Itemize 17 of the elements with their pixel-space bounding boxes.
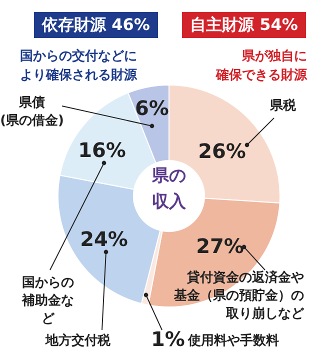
text: 国からの交付などにより確保される財源 <box>20 48 137 85</box>
data-label: 1% <box>151 327 185 352</box>
data-label: 26% <box>198 139 246 164</box>
data-label: 16% <box>78 138 126 162</box>
text: 県の収入 <box>151 165 187 214</box>
data-label: 27% <box>196 234 244 258</box>
text: 自主財源 54% <box>182 12 306 38</box>
slice-label: 国からの補助金など <box>21 275 74 326</box>
slice-label: 県税 <box>269 97 297 114</box>
slice-label: 地方交付税 <box>44 332 112 348</box>
slice-label: 貸付資金の返済金や基金（県の預貯金）の取り崩しなど <box>173 269 305 322</box>
slice-label: 使用料や手数料 <box>187 332 279 348</box>
slice-label: 県債(県の借金) <box>0 95 64 128</box>
data-label: 24% <box>80 227 128 252</box>
text: 県が独自に確保できる財源 <box>216 48 307 85</box>
data-label: 6% <box>135 96 169 120</box>
text: 依存財源 46% <box>34 12 158 38</box>
